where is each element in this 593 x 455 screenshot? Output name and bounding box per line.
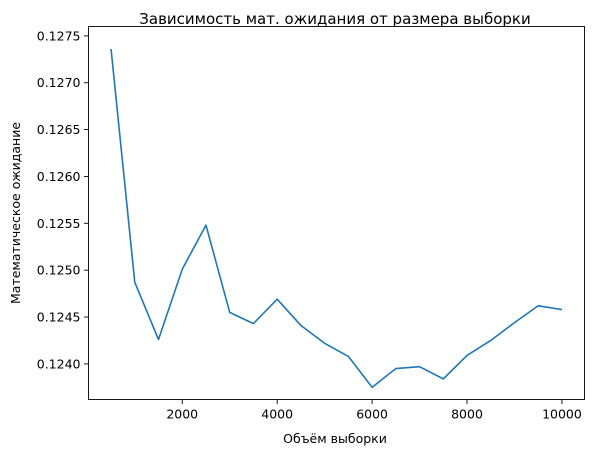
y-tick-label: 0.1240 (37, 356, 81, 371)
plot-line-layer (110, 48, 563, 389)
series-line-0 (110, 48, 563, 389)
chart-title: Зависимость мат. ожидания от размера выб… (139, 10, 530, 28)
x-tick-label: 4000 (261, 407, 293, 422)
x-tick-label: 8000 (451, 407, 483, 422)
y-tick-label: 0.1245 (37, 310, 81, 325)
x-tick-label: 6000 (356, 407, 388, 422)
y-tick-label: 0.1250 (37, 263, 81, 278)
y-tick-label: 0.1265 (37, 122, 81, 137)
x-tick-label: 10000 (542, 407, 582, 422)
plot-frame (88, 26, 585, 400)
y-axis: 0.1240 0.1245 0.1250 0.1255 0.1260 0.1265 0.12… (37, 28, 89, 371)
y-tick-label: 0.1275 (37, 28, 81, 43)
x-axis: 2000 4000 6000 8000 10000 (166, 399, 582, 422)
y-tick-label: 0.1255 (37, 216, 81, 231)
x-axis-label: Объём выборки (283, 431, 387, 446)
y-axis-label: Математическое ожидание (8, 122, 23, 304)
y-tick-label: 0.1260 (37, 169, 81, 184)
y-tick-label: 0.1270 (37, 75, 81, 90)
x-tick-label: 2000 (166, 407, 198, 422)
